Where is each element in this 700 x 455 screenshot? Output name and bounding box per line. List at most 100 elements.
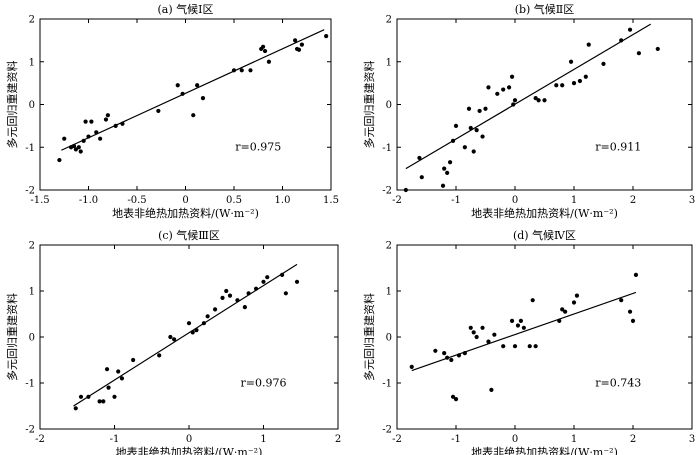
data-point [71,143,77,149]
x-axis-label: 地表非绝热加热资料/(W·m⁻²) [471,206,618,220]
data-point [81,138,86,143]
data-point [527,344,532,349]
data-point [509,74,515,79]
data-point [512,98,518,103]
data-point [280,272,285,277]
y-tick-label: -1 [25,379,35,390]
x-tick-label: 0 [512,195,518,206]
data-point [462,145,467,150]
y-tick-label: -2 [382,186,392,197]
x-axis-label: 地表非绝热加热资料/(W·m⁻²) [471,445,618,455]
data-point [294,279,300,284]
data-point [619,38,624,43]
data-point [417,155,422,161]
data-point [453,123,459,128]
data-point [246,291,251,296]
regression-line [405,23,652,170]
data-point [477,108,482,114]
plot-frame [39,244,339,430]
data-point [456,353,462,358]
data-point [191,113,196,118]
data-point [501,87,506,92]
plot-frame [39,18,332,191]
y-tick-label: 1 [29,57,35,68]
data-point [116,369,121,374]
regression-line [73,263,298,407]
data-point [433,348,438,353]
y-tick-label: -2 [25,425,35,436]
data-point [474,334,479,340]
data-point [113,123,118,128]
data-point [480,134,485,139]
y-tick-label: 0 [386,333,392,344]
data-point [409,364,414,369]
data-point [103,117,109,122]
data-point [509,318,515,323]
data-point [636,51,642,56]
data-point [486,85,491,90]
data-point [98,136,103,141]
data-point [62,136,67,141]
data-point [563,309,568,314]
data-point [200,95,206,101]
data-point [242,305,247,310]
x-tick-label: -2 [392,434,402,445]
data-point [190,330,195,335]
x-tick-label: 1 [571,434,577,445]
x-tick-label: 3 [689,434,695,445]
x-axis-label: 地表非绝热加热资料/(W·m⁻²) [112,206,259,220]
y-tick-label: 2 [386,15,392,26]
x-tick-label: -1.0 [79,195,98,206]
data-point [655,46,660,52]
r-value-label: r=0.743 [595,377,641,390]
data-point [449,357,454,363]
data-point [445,170,450,175]
x-axis-label: 地表非绝热加热资料/(W·m⁻²) [116,445,263,455]
y-tick-label: 0 [29,333,35,344]
y-tick-label: 0 [29,100,35,111]
data-point [536,98,541,103]
data-point [224,288,229,294]
data-point [450,138,456,143]
data-point [601,61,606,66]
data-point [492,332,497,337]
panel-title: (a) 气候Ⅰ区 [158,2,214,16]
data-point [511,102,516,107]
x-tick-label: 1 [260,434,266,445]
data-point [486,339,491,344]
y-tick-label: 2 [29,241,35,252]
x-tick-label: 1 [571,195,577,206]
x-tick-label: -2 [35,434,45,445]
data-point [560,83,565,88]
data-point [299,42,304,47]
y-tick-label: 0 [386,100,392,111]
data-point [474,128,479,133]
plot-frame [396,244,693,430]
data-point [530,298,535,303]
data-point [86,134,91,139]
data-point [76,145,81,150]
data-point [571,300,577,305]
r-value-label: r=0.976 [241,377,287,390]
x-tick-label: 0 [182,195,188,206]
data-point [283,291,288,296]
data-point [403,187,408,193]
data-point [583,74,588,79]
data-point [480,325,485,330]
x-tick-label: 0 [186,434,192,445]
x-tick-label: -1 [451,434,461,445]
data-point [101,399,106,404]
data-point [533,95,538,101]
data-point [445,355,450,360]
x-tick-label: -1.5 [30,195,49,206]
data-point [450,394,456,399]
data-point [568,59,574,64]
y-tick-label: -2 [382,425,392,436]
data-point [220,295,225,300]
data-point [239,68,244,73]
data-point [515,323,521,328]
x-tick-label: 2 [630,195,636,206]
data-point [120,121,125,126]
data-point [466,106,472,111]
